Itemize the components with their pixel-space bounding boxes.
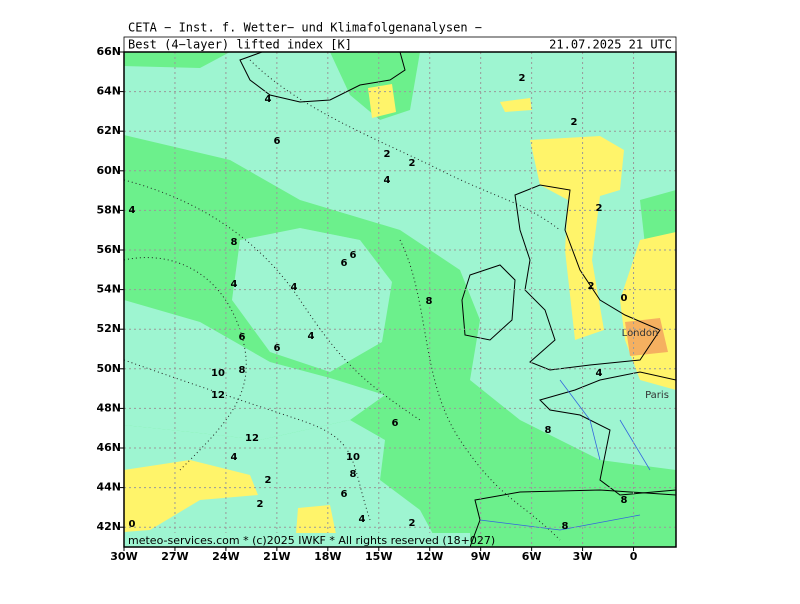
contour-label: 2 [384, 149, 391, 160]
lon-tick-label: 21W [263, 550, 290, 563]
footer: meteo-services.com * (c)2025 IWKF * All … [128, 534, 495, 547]
contour-label: 10 [211, 368, 225, 379]
rivers [479, 379, 651, 531]
lon-tick-label: 12W [416, 550, 443, 563]
isoline [249, 59, 561, 231]
field-green [330, 52, 420, 120]
contour-label: 2 [257, 499, 264, 510]
isoline [124, 257, 247, 471]
contour-label: 8 [562, 521, 569, 532]
contour-label: 0 [621, 293, 628, 304]
lat-tick-label: 66N [96, 45, 121, 58]
coastline-britain [514, 184, 661, 371]
lon-tick-label: 6W [522, 550, 542, 563]
lat-tick-label: 44N [96, 481, 121, 494]
coastline-iceland [239, 52, 406, 103]
coastline-iberia [469, 489, 676, 547]
contour-label: 12 [211, 390, 225, 401]
lat-tick-label: 50N [96, 362, 121, 375]
contour-label: 8 [621, 495, 628, 506]
map-frame [123, 51, 677, 548]
lon-tick-label: 30W [110, 550, 137, 563]
field-yellow [296, 505, 336, 534]
contour-label: 8 [426, 296, 433, 307]
lon-tick-label: 18W [314, 550, 341, 563]
lat-tick-label: 56N [96, 243, 121, 256]
institute: CETA − Inst. f. Wetter− und Klimafolgena… [128, 21, 482, 35]
lon-tick-label: 15W [365, 550, 392, 563]
contour-label: 2 [519, 73, 526, 84]
lon-tick-label: 0 [630, 550, 638, 563]
contour-label: 6 [341, 258, 348, 269]
contour-label: 4 [384, 175, 391, 186]
lat-tick-label: 46N [96, 441, 121, 454]
contour-label: 6 [341, 489, 348, 500]
city-label: London [622, 328, 659, 339]
contour-label: 4 [231, 452, 238, 463]
contour-label: 8 [231, 237, 238, 248]
contour-label: 4 [308, 331, 315, 342]
map-title: Best (4−layer) lifted index [K] [128, 38, 352, 52]
contour-label: 4 [291, 282, 298, 293]
contour-label: 4 [596, 368, 603, 379]
contour-label: 4 [265, 94, 272, 105]
field-light [124, 420, 440, 547]
contour-label: 6 [392, 418, 399, 429]
contour-label: 10 [346, 452, 360, 463]
contour-label: 6 [274, 136, 281, 147]
lat-tick-label: 58N [96, 203, 121, 216]
field-yellow [500, 98, 532, 112]
lon-tick-label: 3W [573, 550, 593, 563]
footer-box [124, 533, 470, 547]
lat-tick-label: 52N [96, 322, 121, 335]
contour-label: 4 [359, 514, 366, 525]
field-yellow [368, 84, 396, 118]
lat-tick-label: 62N [96, 124, 121, 137]
contour-label: 2 [409, 158, 416, 169]
lat-tick-label: 42N [96, 520, 121, 533]
graticule [124, 52, 676, 547]
contour-label: 6 [350, 250, 357, 261]
contour-label: 0 [129, 519, 136, 530]
lat-tick-label: 48N [96, 401, 121, 414]
datetime: 21.07.2025 21 UTC [549, 38, 672, 52]
contour-label: 6 [239, 332, 246, 343]
lon-tick-label: 24W [212, 550, 239, 563]
contour-label: 8 [350, 469, 357, 480]
contour-label: 8 [545, 425, 552, 436]
lat-tick-label: 60N [96, 164, 121, 177]
coastline-ireland [461, 264, 516, 341]
axes: 42N 44N 46N 48N 50N 52N 54N 56N 58N 60N 62N 64N 66N 3… [96, 45, 637, 563]
contour-label: 8 [239, 365, 246, 376]
isoline [124, 179, 421, 421]
field-yellow [124, 460, 258, 532]
contour-label: 2 [596, 203, 603, 214]
contour-label: 2 [265, 475, 272, 486]
field-orange [625, 318, 668, 356]
contour-label: 2 [571, 117, 578, 128]
city-label: Paris [645, 390, 669, 401]
coastline-france [539, 371, 676, 496]
contour-label: 2 [588, 281, 595, 292]
lon-tick-label: 9W [471, 550, 491, 563]
isoline [124, 359, 371, 521]
lat-tick-label: 54N [96, 283, 121, 296]
contour-label: 12 [245, 433, 259, 444]
field-green [124, 52, 230, 68]
lon-tick-label: 27W [161, 550, 188, 563]
contour-label: 4 [129, 205, 136, 216]
contour-label: 6 [274, 343, 281, 354]
lat-tick-label: 64N [96, 85, 121, 98]
contour-label: 2 [409, 518, 416, 529]
contour-label: 4 [231, 279, 238, 290]
